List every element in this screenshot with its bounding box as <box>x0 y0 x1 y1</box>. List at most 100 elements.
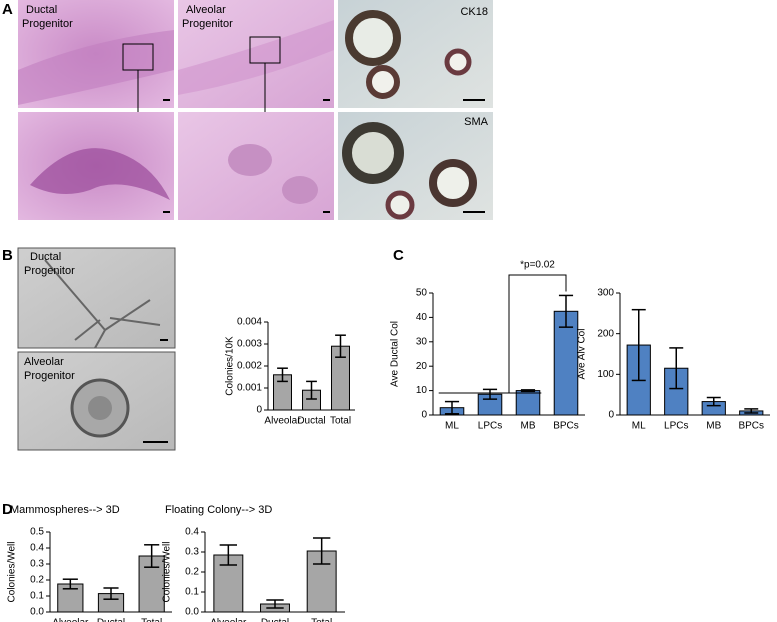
y-tick-label: 0 <box>421 410 427 421</box>
image-label: Alveolar <box>24 356 64 368</box>
x-tick-label: Total <box>141 618 162 622</box>
y-tick-label: 0.4 <box>185 527 199 538</box>
y-tick-label: 0.004 <box>237 317 262 328</box>
y-tick-label: 0 <box>608 410 614 421</box>
image <box>282 176 318 204</box>
x-tick-label: BPCs <box>553 421 579 432</box>
y-tick-label: 0.002 <box>237 361 262 372</box>
error-bar <box>312 537 331 565</box>
x-tick-label: Total <box>330 416 351 427</box>
x-tick-label: MB <box>521 421 536 432</box>
image <box>44 259 161 349</box>
y-tick-label: 0.5 <box>30 527 44 538</box>
y-tick-label: 0.0 <box>185 607 199 618</box>
y-axis-label: Colonies/Well <box>162 542 173 603</box>
panel-letter: A <box>2 1 13 18</box>
image <box>366 65 400 99</box>
y-tick-label: 0.003 <box>237 339 262 350</box>
y-tick-label: 0.0 <box>30 607 44 618</box>
x-tick-label: LPCs <box>478 421 502 432</box>
image-label: Alveolar <box>186 4 226 16</box>
error-bar <box>444 400 460 415</box>
error-bar <box>558 294 574 328</box>
panel-letter: C <box>393 247 404 264</box>
y-tick-label: 200 <box>597 328 614 339</box>
panel-b: Ductal Progenitor Alveolar Progenitor <box>17 247 176 451</box>
error-bar <box>482 388 498 400</box>
error-bar <box>62 578 78 590</box>
chart-title: Mammospheres--> 3D <box>10 504 120 516</box>
image-label: Progenitor <box>182 18 233 30</box>
panel-letter: B <box>2 247 13 264</box>
image <box>30 148 170 200</box>
panel-a: Ductal Progenitor Alveolar Progenitor CK… <box>18 0 493 220</box>
y-axis-label: Colonies/Well <box>7 542 18 603</box>
error-bar <box>631 308 646 382</box>
y-tick-label: 0.2 <box>30 575 44 586</box>
image <box>345 10 401 66</box>
y-tick-label: 40 <box>416 312 428 323</box>
error-bar <box>144 544 160 568</box>
image <box>228 144 272 176</box>
y-tick-label: 300 <box>597 288 614 299</box>
y-tick-label: 0.3 <box>185 547 199 558</box>
x-tick-label: Alveolar <box>52 618 89 622</box>
significance-bracket <box>508 274 567 393</box>
x-tick-label: Ductal <box>297 416 325 427</box>
error-bar <box>335 334 346 358</box>
image <box>342 122 404 184</box>
image-label: Ductal <box>26 4 57 16</box>
y-tick-label: 100 <box>597 369 614 380</box>
image-label: Progenitor <box>24 265 75 277</box>
bar <box>213 554 244 613</box>
x-tick-label: Ductal <box>97 618 125 622</box>
bar <box>515 390 541 416</box>
x-tick-label: ML <box>445 421 459 432</box>
image <box>17 247 176 349</box>
image-label: Ductal <box>30 251 61 263</box>
x-tick-label: BPCs <box>738 421 764 432</box>
x-tick-label: ML <box>632 421 646 432</box>
y-tick-label: 0.4 <box>30 543 44 554</box>
error-bar <box>706 396 721 407</box>
y-tick-label: 0.1 <box>30 591 44 602</box>
image <box>178 20 334 95</box>
image-label: CK18 <box>460 6 488 18</box>
y-tick-label: 20 <box>416 361 428 372</box>
image-label: SMA <box>464 116 489 128</box>
y-axis-label: Ave Ductal Col <box>390 321 401 387</box>
y-tick-label: 0 <box>256 405 262 416</box>
x-tick-label: Ductal <box>261 618 289 622</box>
y-tick-label: 0.1 <box>185 587 199 598</box>
y-tick-label: 0.3 <box>30 559 44 570</box>
x-tick-label: Alveolar <box>264 416 301 427</box>
error-bar <box>277 367 288 383</box>
error-bar <box>669 347 684 390</box>
error-bar <box>103 587 119 600</box>
image <box>88 396 112 420</box>
panel-letter: D <box>2 501 13 518</box>
y-tick-label: 0.2 <box>185 567 199 578</box>
y-tick-label: 0.001 <box>237 383 262 394</box>
image <box>18 30 174 105</box>
error-bar <box>744 408 759 414</box>
error-bar <box>306 380 317 400</box>
image <box>385 190 415 220</box>
image <box>429 159 477 207</box>
image-label: Progenitor <box>22 18 73 30</box>
y-tick-label: 30 <box>416 336 428 347</box>
x-tick-label: MB <box>706 421 721 432</box>
y-tick-label: 50 <box>416 288 428 299</box>
annotation: *p=0.02 <box>520 260 555 271</box>
y-axis-label: Colonies/10K <box>225 336 236 396</box>
image <box>444 48 472 76</box>
x-tick-label: Total <box>311 618 332 622</box>
chart-title: Floating Colony--> 3D <box>165 504 272 516</box>
x-tick-label: LPCs <box>664 421 688 432</box>
error-bar <box>520 389 536 393</box>
x-tick-label: Alveolar <box>210 618 247 622</box>
error-bar <box>266 599 284 609</box>
error-bar <box>219 544 238 566</box>
image-label: Progenitor <box>24 370 75 382</box>
